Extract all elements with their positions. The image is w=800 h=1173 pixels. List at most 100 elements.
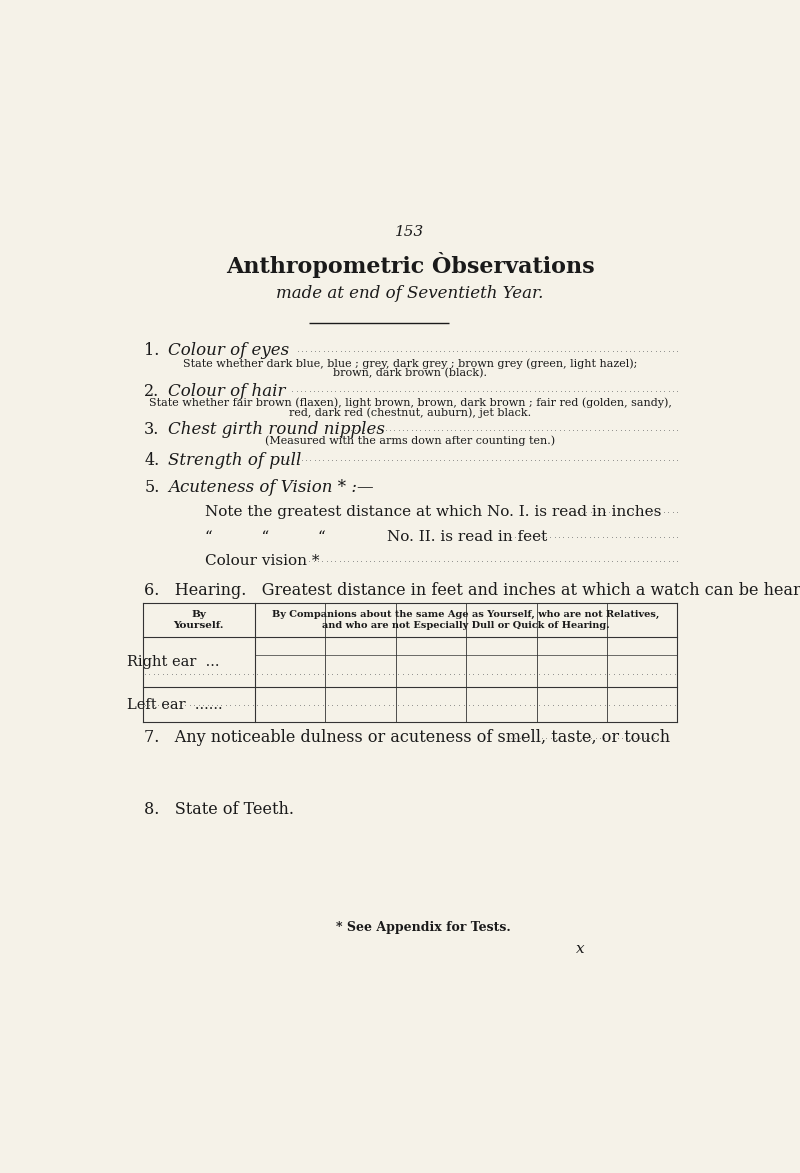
Point (546, 696, 559, 714)
Point (270, 665, 282, 684)
Point (554, 341, 567, 360)
Text: Note the greatest distance at which No. I. is read in inches: Note the greatest distance at which No. … (205, 504, 661, 518)
Point (416, 450, 429, 469)
Point (415, 696, 428, 714)
Point (425, 341, 438, 360)
Point (649, 527, 662, 545)
Point (161, 696, 174, 714)
Point (562, 551, 575, 570)
Point (537, 381, 550, 400)
Point (563, 341, 576, 360)
Point (524, 450, 537, 469)
Point (373, 665, 386, 684)
Point (401, 696, 414, 714)
Point (342, 551, 354, 570)
Point (312, 665, 325, 684)
Point (522, 527, 534, 545)
Point (549, 728, 562, 747)
Point (598, 450, 610, 469)
Point (321, 381, 334, 400)
Point (458, 696, 470, 714)
Point (442, 381, 454, 400)
Point (369, 341, 382, 360)
Point (342, 381, 355, 400)
Point (294, 381, 307, 400)
Point (606, 450, 619, 469)
Point (382, 696, 395, 714)
Point (507, 341, 520, 360)
Point (542, 341, 554, 360)
Point (537, 450, 550, 469)
Point (658, 502, 670, 521)
Point (495, 665, 508, 684)
Point (641, 450, 654, 469)
Point (662, 450, 675, 469)
Point (354, 696, 367, 714)
Point (550, 381, 562, 400)
Point (402, 381, 415, 400)
Point (392, 665, 405, 684)
Point (498, 341, 511, 360)
Point (470, 420, 483, 439)
Point (608, 696, 621, 714)
Point (157, 665, 170, 684)
Point (345, 420, 358, 439)
Point (558, 341, 571, 360)
Point (307, 551, 320, 570)
Point (576, 381, 589, 400)
Point (438, 665, 451, 684)
Point (459, 450, 472, 469)
Point (388, 420, 401, 439)
Point (537, 551, 550, 570)
Point (481, 381, 494, 400)
Point (514, 696, 526, 714)
Point (654, 665, 667, 684)
Point (445, 420, 458, 439)
Point (553, 527, 566, 545)
Point (598, 502, 611, 521)
Point (579, 696, 592, 714)
Point (589, 696, 602, 714)
Point (464, 450, 477, 469)
Point (454, 420, 466, 439)
Point (538, 665, 550, 684)
Point (416, 381, 429, 400)
Point (532, 420, 545, 439)
Point (541, 381, 554, 400)
Point (631, 527, 644, 545)
Point (420, 551, 433, 570)
Point (485, 551, 498, 570)
Point (509, 696, 522, 714)
Point (584, 696, 597, 714)
Point (567, 341, 580, 360)
Point (662, 341, 675, 360)
Point (666, 381, 679, 400)
Point (450, 551, 463, 570)
Point (370, 420, 383, 439)
Point (476, 696, 489, 714)
Point (174, 696, 187, 714)
Point (346, 381, 359, 400)
Text: 153: 153 (395, 224, 425, 238)
Point (425, 696, 438, 714)
Point (415, 665, 428, 684)
Point (416, 341, 429, 360)
Point (326, 450, 338, 469)
Point (286, 450, 299, 469)
Point (574, 665, 587, 684)
Point (467, 696, 480, 714)
Point (594, 341, 606, 360)
Point (304, 450, 317, 469)
Point (407, 381, 420, 400)
Point (378, 696, 390, 714)
Point (406, 665, 418, 684)
Point (654, 450, 666, 469)
Point (402, 551, 415, 570)
Point (654, 696, 667, 714)
Point (598, 341, 610, 360)
Point (350, 381, 363, 400)
Point (350, 665, 362, 684)
Point (183, 665, 196, 684)
Point (632, 420, 645, 439)
Point (618, 527, 631, 545)
